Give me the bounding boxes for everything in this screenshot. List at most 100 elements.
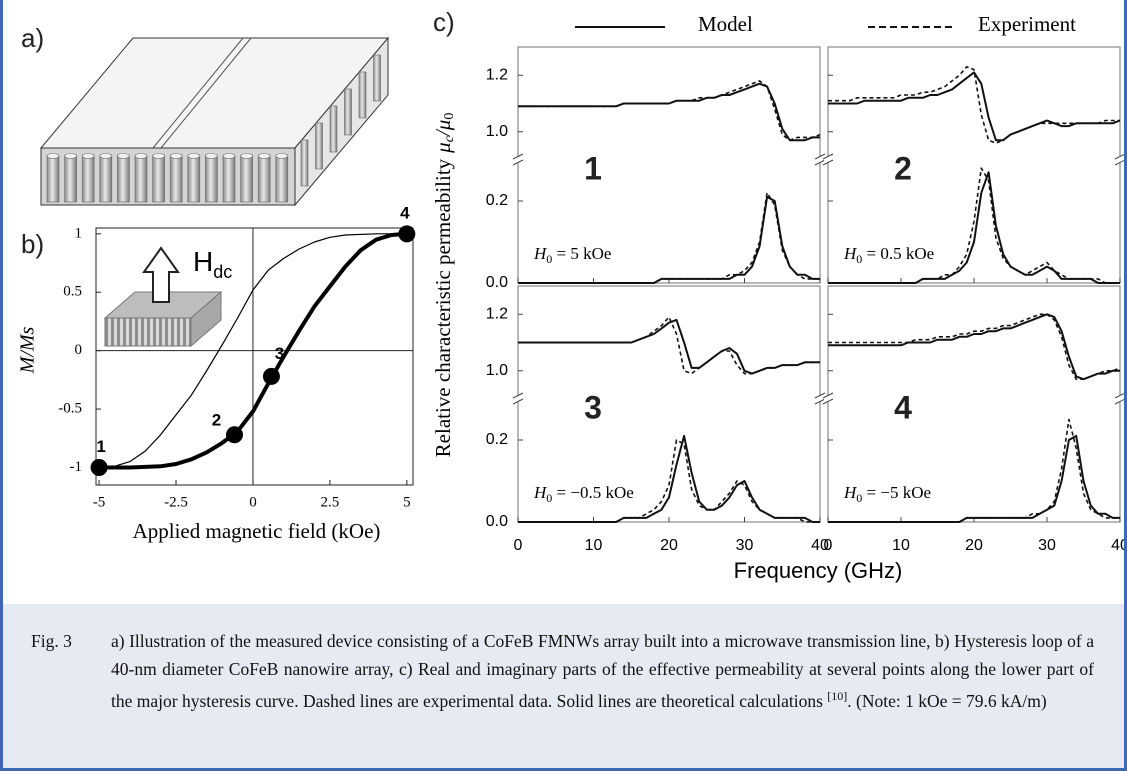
y-tick-label: 0.2 (486, 192, 508, 209)
x-tick-label: 40 (1111, 537, 1124, 554)
axis-break-gap (824, 396, 832, 402)
nanowire-top (257, 153, 271, 159)
field-value: = −0.5 kOe (552, 483, 634, 502)
axis-break (814, 398, 826, 405)
y-tick-label: 1.2 (486, 66, 508, 83)
x-tick-label: -5 (93, 494, 106, 510)
nanowire-top (81, 153, 95, 159)
y-tick-label: 0.0 (486, 513, 508, 530)
chart: a) -5 -2.5 0 2.5 5 -1 -0.5 0 0.5 1 1 2 3 4 Applied mag… (17, 7, 1124, 583)
field-annotation: H0 = 0.5 kOe (843, 244, 934, 266)
caption-label: Fig. 3 (31, 631, 72, 651)
axis-break-gap (816, 157, 824, 163)
nanowire (275, 155, 289, 203)
permeability-curve (828, 71, 1121, 142)
device-illustration (39, 36, 390, 207)
axis-break (822, 159, 834, 166)
state-point (225, 426, 243, 444)
permeability-curve (518, 434, 820, 523)
state-point (262, 367, 280, 385)
caption-ref: [10] (827, 689, 848, 703)
permeability-curve (518, 192, 820, 284)
panel-label: b) (21, 229, 44, 259)
y-tick-label: -0.5 (58, 401, 82, 417)
caption: Fig. 3 a) Illustration of the measured d… (3, 604, 1124, 768)
axis-break (1114, 159, 1124, 166)
nanowire (134, 155, 148, 203)
panel-label: c) (433, 7, 455, 37)
permeability-curve (828, 167, 1120, 284)
legend-label: Experiment (978, 12, 1076, 36)
nanowire-top (134, 153, 148, 159)
nanowire (205, 155, 218, 203)
y-tick-label: -1 (70, 459, 83, 475)
nanowire (222, 155, 236, 203)
caption-body: a) Illustration of the measured device c… (111, 631, 1094, 711)
y-tick-label: 1.0 (486, 123, 508, 140)
axis-break (814, 392, 826, 399)
field-value: = 5 kOe (552, 244, 611, 263)
field-symbol: H (533, 244, 548, 263)
axis-break (814, 153, 826, 160)
axis-break (512, 159, 524, 166)
caption-note: . (Note: 1 kOe = 79.6 kA/m) (847, 690, 1047, 711)
field-symbol-sub: 0 (856, 491, 862, 505)
field-value: = 0.5 kOe (862, 244, 934, 263)
permeability-curve (828, 66, 1120, 144)
axis-break-gap (1116, 157, 1124, 163)
x-tick-label: 0 (249, 494, 257, 510)
panel-number: 2 (894, 150, 912, 186)
permeability-curve (828, 313, 1121, 380)
caption-text: a) Illustration of the measured device c… (111, 628, 1094, 715)
nanowire-top (275, 153, 289, 159)
nanowire-top (222, 153, 236, 159)
nanowire (373, 54, 381, 102)
state-point (90, 458, 108, 476)
nanowire-top (46, 153, 60, 159)
nanowire (329, 105, 338, 153)
x-tick-label: 20 (965, 537, 983, 554)
field-symbol-sub: 0 (546, 252, 552, 266)
axis-break (512, 392, 524, 399)
inset-label-main: H (193, 246, 213, 277)
y-axis-label-text: Relative characteristic permeability (431, 158, 455, 457)
y-axis-label: Relative characteristic permeability μc/μ… (431, 113, 457, 458)
axis-break-gap (1116, 396, 1124, 402)
axis-break-gap (514, 396, 522, 402)
inset-illustration (103, 246, 223, 348)
x-axis-label: Frequency (GHz) (734, 558, 903, 583)
state-point (398, 225, 416, 243)
field-symbol-sub: 0 (856, 252, 862, 266)
point-label: 2 (212, 410, 221, 429)
nanowire (99, 155, 113, 203)
axis-break (814, 159, 826, 166)
nanowire (300, 139, 309, 187)
axis-break (822, 392, 834, 399)
y-axis-symbol-sub: c (442, 135, 457, 142)
axis-break (822, 153, 834, 160)
nanowire-top (169, 153, 183, 159)
field-annotation: H0 = −5 kOe (843, 483, 931, 505)
inset-label: Hdc (193, 246, 232, 281)
permeability-curve (518, 80, 821, 141)
x-tick-label: 20 (660, 537, 678, 554)
permeability-curve (828, 313, 1120, 381)
panel-label: a) (21, 23, 44, 53)
y-tick-label: 1 (75, 225, 83, 241)
axis-break (1114, 392, 1124, 399)
y-tick-label: 0.2 (486, 431, 508, 448)
nanowire (187, 155, 201, 203)
y-tick-label: 0 (75, 342, 83, 358)
axis-break (512, 398, 524, 405)
field-annotation: H0 = 5 kOe (533, 244, 611, 266)
nanowire-top (99, 153, 113, 159)
nanowire-top (205, 153, 218, 159)
nanowire (358, 71, 367, 119)
nanowire (81, 155, 95, 203)
axis-break-gap (816, 396, 824, 402)
point-label: 1 (96, 437, 105, 456)
x-tick-label: 0 (824, 537, 833, 554)
panel-number: 3 (584, 389, 602, 425)
point-label: 3 (275, 344, 284, 363)
